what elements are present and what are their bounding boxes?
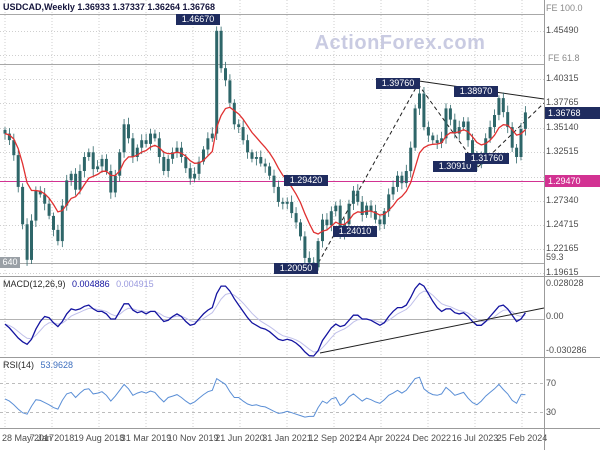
level-lines-layer bbox=[0, 14, 544, 264]
macd-layer bbox=[0, 282, 545, 357]
trend-lines-layer bbox=[314, 78, 545, 270]
ma-layer bbox=[4, 106, 526, 235]
rsi-layer bbox=[0, 376, 544, 418]
candles-layer bbox=[3, 26, 527, 271]
grid-layer bbox=[0, 0, 544, 428]
watermark: ActionForex.com bbox=[314, 32, 486, 54]
